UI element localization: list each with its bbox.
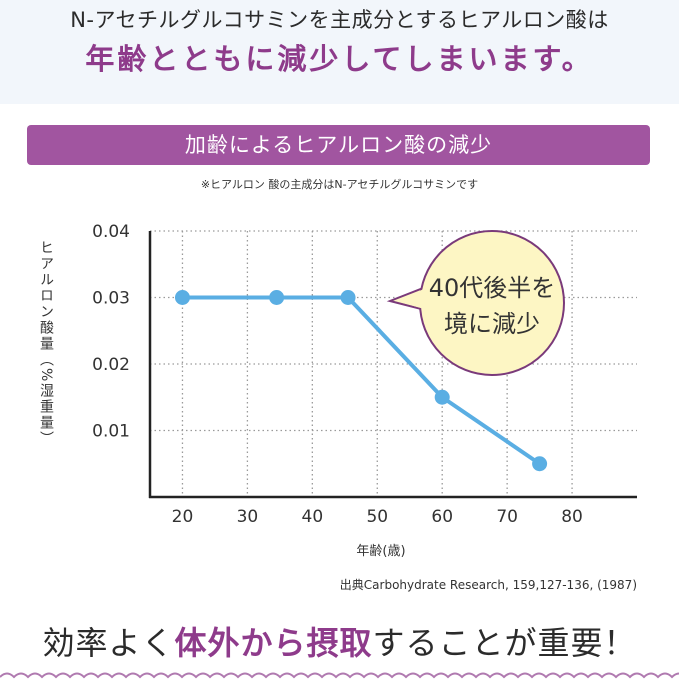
- chart-note: ※ヒアルロン 酸の主成分はN-アセチルグルコサミンです: [200, 178, 479, 191]
- header-line2: 年齢とともに減少してしまいます。: [85, 42, 594, 76]
- callout-circle: [419, 230, 565, 376]
- x-tick-label: 20: [172, 507, 194, 527]
- header-panel: N-アセチルグルコサミンを主成分とするヒアルロン酸は 年齢とともに減少してしまい…: [0, 0, 679, 104]
- chart-tick-labels: 0.04 0.03 0.02 0.01 20 30 40 50 60 70 80: [92, 222, 583, 527]
- callout-tail-join: [396, 288, 425, 309]
- y-tick-label: 0.01: [92, 422, 130, 442]
- callout-line1: 40代後半を: [429, 274, 556, 302]
- data-point: [269, 290, 285, 305]
- bottom-message: 効率よく体外から摂取することが重要！: [0, 618, 679, 664]
- chart-series: [174, 290, 548, 472]
- y-tick-label: 0.02: [92, 355, 130, 375]
- x-tick-label: 80: [561, 507, 583, 527]
- data-point: [340, 290, 356, 305]
- chart-grid: [150, 230, 637, 497]
- x-tick-label: 70: [496, 507, 518, 527]
- wave-divider: [0, 672, 679, 679]
- bottom-text-highlight: 体外から摂取: [174, 624, 373, 662]
- bottom-text-part2: することが重要！: [372, 624, 637, 662]
- x-tick-label: 50: [366, 507, 388, 527]
- data-point: [174, 290, 190, 305]
- y-tick-label: 0.03: [92, 289, 130, 309]
- bottom-text-part1: 効率よく: [42, 624, 175, 662]
- hyaluronic-acid-chart: 0.04 0.03 0.02 0.01 20 30 40 50 60 70 80 40代後半を 境に…: [92, 222, 637, 559]
- y-tick-label: 0.04: [92, 222, 130, 242]
- data-point: [532, 456, 548, 472]
- callout-line2: 境に減少: [444, 310, 540, 338]
- chart-title-banner: 加齢によるヒアルロン酸の減少: [27, 125, 650, 165]
- header-line1: N-アセチルグルコサミンを主成分とするヒアルロン酸は: [70, 8, 609, 32]
- callout-bubble: 40代後半を 境に減少: [386, 230, 565, 376]
- x-tick-label: 60: [431, 507, 453, 527]
- x-axis-label: 年齢(歳): [356, 544, 405, 559]
- data-point: [434, 389, 450, 405]
- y-axis-label: ヒアルロン酸量（%湿重量）: [38, 240, 54, 448]
- x-tick-label: 40: [302, 507, 324, 527]
- chart-axes: [148, 231, 637, 499]
- x-tick-label: 30: [237, 507, 259, 527]
- source-citation: 出典Carbohydrate Research, 159,127-136, (1…: [339, 578, 637, 592]
